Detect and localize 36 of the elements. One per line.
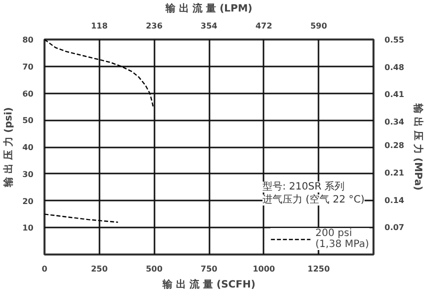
x-tick-label: 750	[200, 264, 218, 274]
y2-tick-label: 0.14	[384, 196, 405, 205]
line-series	[44, 214, 119, 223]
y-tick-label: 80	[22, 36, 34, 44]
x-tick-label: 250	[90, 264, 108, 274]
y2-tick-label: 0.34	[384, 118, 405, 127]
y2-tick-label: 0.55	[384, 36, 405, 44]
x-tick-label: 1250	[308, 264, 330, 274]
y-tick-label: 30	[22, 170, 34, 179]
y2-axis-title: 输 出 压 力 (MPa)	[412, 102, 424, 190]
legend-label: 200 psi (1,38 MPa)	[315, 228, 369, 250]
y-tick-label: 40	[22, 143, 34, 152]
x2-tick-label: 354	[200, 22, 218, 30]
x-tick-label: 500	[146, 264, 163, 274]
y-tick-label: 60	[22, 89, 34, 98]
annotation: 进气压力 (空气 22 °C)	[262, 194, 365, 206]
x2-tick-label: 236	[146, 22, 163, 30]
x2-tick-label: 118	[90, 22, 108, 30]
y-tick-label: 10	[22, 224, 34, 233]
annotation: 型号: 210SR 系列	[262, 180, 345, 192]
y2-tick-label: 0.41	[384, 90, 405, 100]
y2-tick-label: 0.28	[384, 141, 405, 150]
line-series	[44, 40, 154, 108]
y2-tick-label: 0.48	[384, 62, 405, 72]
y-tick-label: 20	[22, 196, 34, 206]
y-axis-title: 输 出 压 力 (psi)	[2, 107, 14, 188]
y2-tick-label: 0.21	[384, 168, 405, 178]
y-tick-label: 70	[22, 62, 34, 72]
y2-tick-label: 0.07	[384, 223, 404, 232]
x-axis-title: 输 出 流 量 (SCFH)	[162, 278, 256, 290]
y-tick-label: 50	[22, 116, 34, 126]
x2-tick-label: 590	[310, 22, 328, 30]
x-tick-label: 0	[42, 264, 48, 274]
x2-tick-label: 472	[255, 22, 272, 30]
x2-axis-title: 输 出 流 量 (LPM)	[164, 2, 252, 14]
x-tick-label: 1000	[252, 264, 276, 274]
